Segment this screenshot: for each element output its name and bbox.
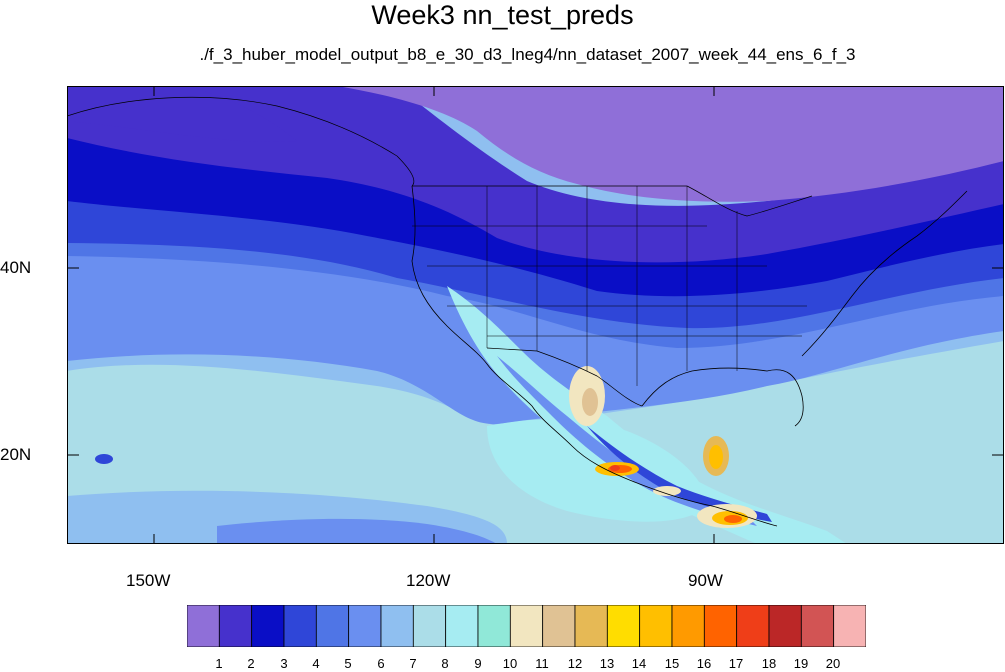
colorbar-label-7: 7	[409, 656, 417, 671]
lon-label-120w: 120W	[406, 571, 451, 590]
colorbar-label-9: 9	[474, 656, 482, 671]
field-level-12-a	[582, 388, 598, 416]
colorbar-box-2	[218, 605, 253, 647]
colorbar-label-10: 10	[502, 656, 518, 671]
field-level-17-d	[724, 515, 742, 523]
coastline-gulf	[641, 367, 804, 427]
colorbar-box-10	[477, 605, 511, 647]
colorbar-box-14	[606, 605, 641, 647]
coastline-east	[801, 190, 968, 357]
colorbar-box-13	[574, 605, 608, 647]
plot-title: Week3 nn_test_preds	[371, 0, 634, 30]
field-level-2-pacnw	[67, 86, 297, 142]
lon-label-90w: 90W	[688, 571, 723, 590]
colorbar-box-19	[768, 605, 802, 647]
field-level-2	[67, 86, 1004, 263]
colorbar-label-4: 4	[312, 656, 320, 671]
colorbar-box-5	[315, 605, 350, 647]
colorbar-label-19: 19	[793, 656, 809, 671]
field-level-6	[67, 246, 1004, 425]
colorbar-box-11	[509, 605, 544, 647]
map-frame	[67, 86, 1004, 544]
field-level-4-hawaii	[95, 454, 113, 464]
colorbar-label-8: 8	[441, 656, 449, 671]
field-level-18-b	[610, 465, 620, 471]
colorbar-box-15	[639, 605, 673, 647]
field-level-6b	[217, 518, 497, 544]
field-level-11-e	[653, 486, 681, 496]
colorbar-box-8	[412, 605, 447, 647]
colorbar-label-5: 5	[344, 656, 352, 671]
colorbar-label-3: 3	[280, 656, 288, 671]
colorbar-label-2: 2	[247, 656, 255, 671]
colorbar-box-9	[445, 605, 479, 647]
field-level-4	[67, 196, 1004, 329]
colorbar-box-7	[380, 605, 414, 647]
colorbar-label-16: 16	[696, 656, 712, 671]
tick-marks	[67, 86, 1004, 544]
colorbar-label-15: 15	[664, 656, 680, 671]
state-lines	[412, 186, 807, 386]
colorbar-label-20: 20	[825, 656, 841, 671]
plot-subtitle: ./f_3_huber_model_output_b8_e_30_d3_lneg…	[199, 45, 856, 64]
colorbar-label-11: 11	[535, 656, 549, 671]
lon-label-150w: 150W	[126, 571, 171, 590]
colorbar-box-6	[348, 605, 382, 647]
coastline-canada	[67, 96, 415, 187]
map-panel	[67, 86, 1004, 544]
field-level-9-mex	[447, 286, 847, 544]
colorbar-label-13: 13	[599, 656, 615, 671]
colorbar-label-1: 1	[215, 656, 223, 671]
field-level-15-c	[709, 445, 723, 469]
lat-label-20n: 20N	[0, 445, 32, 464]
colorbar-box-16	[671, 605, 705, 647]
colorbar-box-1	[187, 605, 220, 647]
colorbar-box-17	[703, 605, 738, 647]
colorbar-box-4	[283, 605, 317, 647]
field-level-1	[337, 86, 1004, 202]
colorbar-label-18: 18	[761, 656, 777, 671]
coastline-west	[411, 185, 778, 527]
colorbar-box-3	[251, 605, 285, 647]
border-us-canada	[412, 185, 813, 217]
colorbar-box-18	[736, 605, 770, 647]
colorbar-label-14: 14	[631, 656, 647, 671]
colorbar-box-20	[800, 605, 835, 647]
colorbar-label-6: 6	[377, 656, 385, 671]
border-us-mexico	[486, 347, 643, 407]
colorbar-box-12	[542, 605, 576, 647]
lat-label-40n: 40N	[0, 258, 32, 277]
colorbar-box-21	[833, 605, 866, 647]
colorbar-label-12: 12	[567, 656, 583, 671]
field-level-3	[67, 136, 1004, 297]
colorbar	[187, 605, 866, 647]
colorbar-label-17: 17	[728, 656, 744, 671]
